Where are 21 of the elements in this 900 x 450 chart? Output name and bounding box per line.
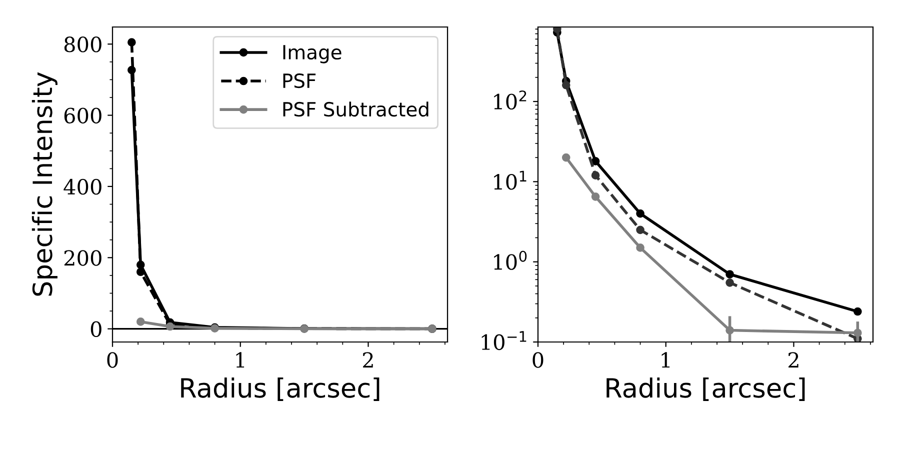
x-tick-label: 2 [363, 352, 373, 368]
y-tick-label: 0 [90, 321, 102, 338]
y-tick-label: 600 [64, 108, 102, 124]
y-tick-label: 10$^{1}$ [494, 170, 526, 190]
x-axis-title: Radius [arcsec] [606, 377, 805, 401]
y-tick-label: 10$^{−1}$ [482, 331, 526, 350]
legend-label: PSF [283, 73, 316, 88]
y-axis-title: Specific Intensity [32, 72, 58, 296]
y-tick-label: 10$^{2}$ [494, 90, 526, 110]
x-tick-label: 1 [236, 352, 244, 368]
legend-label: Image [283, 45, 342, 64]
y-tick-label: 200 [64, 250, 102, 266]
y-tick-label: 800 [64, 36, 102, 52]
x-tick-label: 2 [788, 352, 798, 368]
y-tick-label: 10$^{0}$ [494, 250, 527, 270]
x-axis-title: Radius [arcsec] [181, 377, 380, 401]
x-tick-label: 1 [662, 352, 670, 368]
x-tick-label: 0 [107, 352, 118, 368]
legend-label: PSF Subtracted [283, 102, 428, 117]
y-tick-label: 400 [64, 178, 102, 195]
x-tick-label: 0 [532, 352, 544, 368]
